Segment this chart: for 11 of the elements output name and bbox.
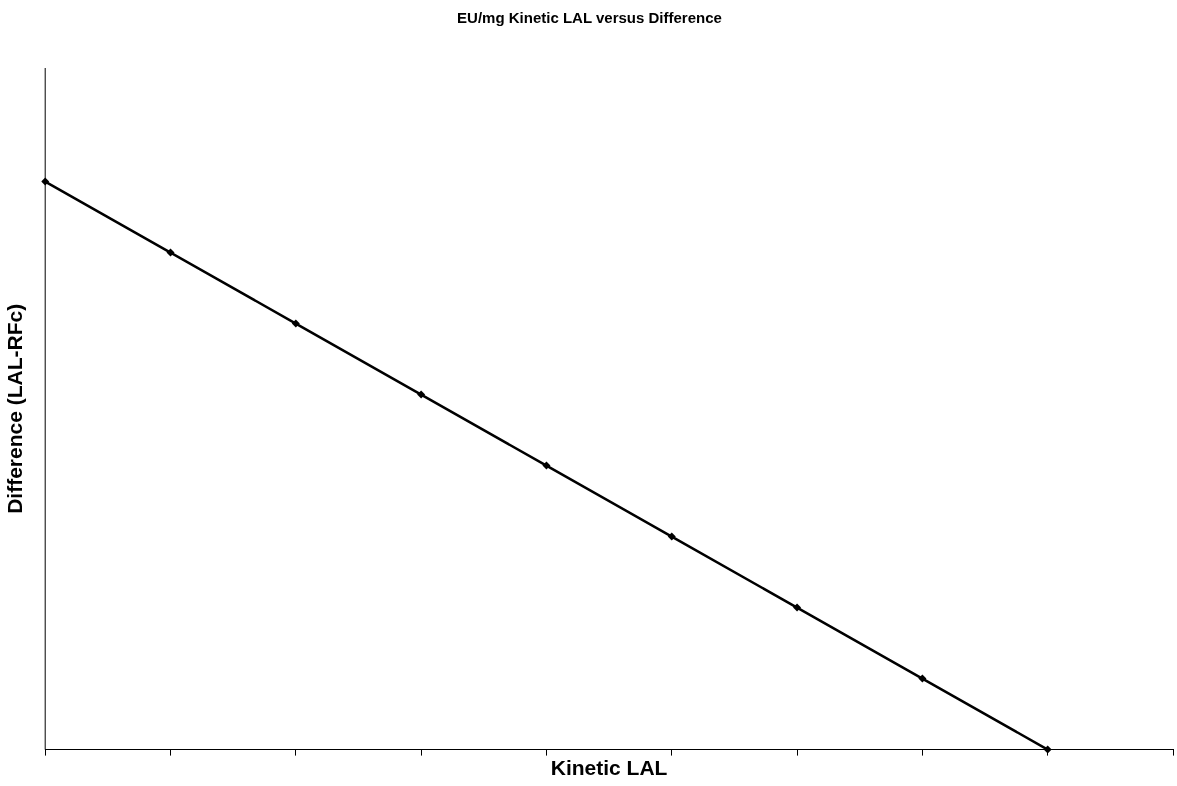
point	[291, 319, 300, 328]
point	[918, 674, 927, 683]
chart-title: EU/mg Kinetic LAL versus Difference	[457, 9, 722, 27]
point	[417, 390, 426, 399]
point	[166, 248, 175, 257]
point	[667, 532, 676, 541]
point	[793, 603, 802, 612]
y-axis-title: Difference (LAL-RFc)	[3, 303, 27, 514]
x-axis-title: Kinetic LAL	[550, 756, 668, 780]
point	[542, 461, 551, 470]
point	[1043, 745, 1052, 754]
